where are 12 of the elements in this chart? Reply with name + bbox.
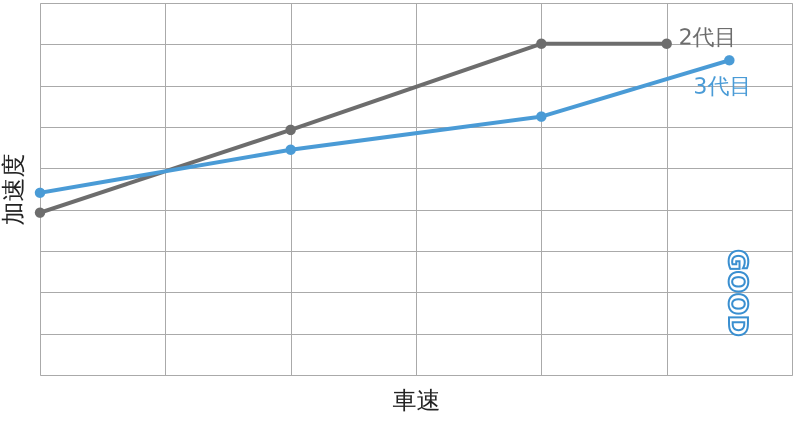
series-label: 3代目 (693, 74, 752, 100)
point (34, 188, 46, 198)
point (724, 55, 735, 66)
annotation: GOOD (722, 249, 752, 337)
y-axis-title: 加速度 (0, 154, 28, 226)
point (34, 207, 46, 218)
point (661, 38, 672, 49)
point (536, 38, 547, 49)
point (536, 111, 547, 122)
point (285, 144, 296, 155)
x-axis-title: 車速 (392, 386, 440, 414)
point (285, 124, 296, 136)
